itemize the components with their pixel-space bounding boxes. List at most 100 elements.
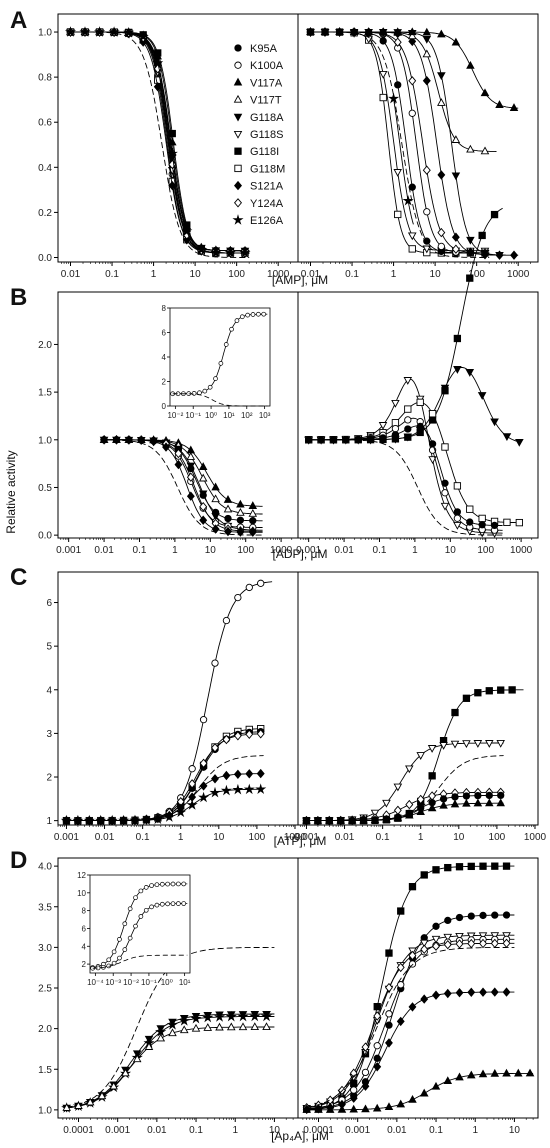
curve-g118s	[306, 742, 504, 822]
x-tick-label: 0.01	[335, 832, 355, 843]
panel-letter-c: C	[10, 564, 27, 591]
point-s121a	[137, 435, 146, 445]
point-s121a	[420, 994, 429, 1004]
point-g118i	[451, 708, 459, 717]
inset-panel-b: 10⁻² 10⁻¹ 10⁰ 10¹ 10² 10³ 0 2 4 6 8	[162, 304, 271, 420]
point-s121a	[233, 769, 242, 780]
point-y124a	[188, 779, 197, 789]
point-v117t	[407, 31, 417, 40]
inset-point	[213, 376, 218, 381]
inset-curve-2	[92, 954, 188, 969]
point-k95a	[391, 431, 400, 439]
point-g118s	[439, 742, 448, 750]
point-v117a	[466, 60, 475, 69]
point-v117a	[437, 29, 446, 38]
point-y124a	[432, 941, 440, 951]
legend-label-y124a: Y124A	[250, 198, 284, 210]
point-s121a	[479, 987, 487, 997]
y-tick-label: 3	[46, 729, 52, 740]
point-g118s	[428, 456, 437, 465]
point-v117a	[347, 815, 357, 824]
point-s121a	[396, 1016, 405, 1027]
point-e126a	[152, 57, 164, 68]
point-g118a	[490, 418, 499, 427]
point-g118m	[515, 518, 523, 527]
point-g118i	[502, 862, 511, 870]
curve-v117t	[310, 31, 497, 152]
point-v117a	[514, 1068, 523, 1077]
legend-label-g118i: G118I	[250, 146, 279, 158]
curve-k95a	[66, 731, 264, 822]
point-g118s	[422, 245, 432, 254]
x-tick-label: 10	[453, 832, 465, 843]
inset-x-tick-label: 10⁰	[205, 411, 217, 420]
point-y124a	[393, 37, 402, 47]
point-g118s	[485, 740, 494, 748]
point-k95a	[466, 518, 474, 526]
point-v117t	[203, 1023, 213, 1031]
point-k100a	[222, 616, 231, 625]
x-tick-label: 100	[477, 545, 494, 556]
x-tick-label: 0.1	[105, 269, 119, 280]
point-k100a	[234, 593, 242, 602]
point-s121a	[467, 987, 476, 998]
point-k95a	[404, 425, 412, 433]
point-s121a	[222, 770, 231, 781]
x-tick-label: 100	[249, 832, 266, 843]
point-k95a	[423, 237, 431, 245]
x-tick-label: 100	[489, 832, 506, 843]
inset-point	[256, 311, 261, 317]
point-s121a	[149, 436, 158, 447]
y-tick-label: 0.8	[38, 73, 52, 84]
plot-frame	[297, 13, 539, 263]
curve-k95a	[308, 425, 503, 526]
point-e126a	[260, 1010, 272, 1022]
point-k95a	[379, 434, 387, 442]
y-tick-label: 1.0	[38, 435, 52, 446]
point-k100a	[350, 1086, 358, 1094]
inset-y-tick-label: 8	[162, 304, 167, 313]
point-g118s	[407, 232, 417, 241]
point-g118s	[443, 933, 453, 942]
curve-s121a	[306, 991, 515, 1110]
point-k95a	[428, 440, 437, 448]
x-tick-label: 1000	[524, 832, 547, 843]
point-k100a	[199, 716, 208, 724]
inset-y-tick-label: 4	[162, 353, 167, 362]
point-e126a	[118, 814, 130, 826]
point-y124a	[443, 939, 452, 950]
point-y124a	[174, 448, 183, 459]
point-g118i	[408, 883, 417, 891]
point-g118a	[502, 433, 512, 442]
legend-label-g118s: G118S	[250, 129, 283, 141]
x-tick-label: 0.001	[345, 1125, 370, 1136]
point-g118i	[385, 949, 393, 957]
point-k100a	[391, 424, 400, 433]
x-tick-label: 0.01	[301, 269, 321, 280]
point-y124a	[408, 76, 417, 86]
point-e126a	[155, 1026, 167, 1037]
point-v117a	[306, 27, 315, 36]
point-e126a	[106, 814, 118, 826]
point-v117a	[336, 815, 346, 824]
point-y124a	[245, 729, 254, 740]
point-e126a	[190, 1012, 202, 1024]
point-g118i	[479, 862, 487, 870]
x-tick-label: 1	[472, 1125, 478, 1136]
inset-point	[176, 901, 181, 906]
curve-k95a	[104, 439, 263, 522]
point-g118s	[378, 70, 388, 79]
point-v117a	[478, 1069, 488, 1078]
point-s121a	[211, 524, 220, 534]
point-e126a	[181, 225, 193, 237]
y-tick-label: 1	[46, 816, 52, 827]
point-v117a	[485, 798, 494, 807]
point-k100a	[361, 1068, 370, 1077]
point-e126a	[220, 784, 232, 796]
point-k95a	[236, 516, 245, 524]
panel-letter-b: B	[10, 284, 27, 311]
curve-g118m	[308, 401, 522, 524]
point-v117a	[455, 1072, 464, 1081]
legend-label-g118m: G118M	[250, 163, 285, 175]
